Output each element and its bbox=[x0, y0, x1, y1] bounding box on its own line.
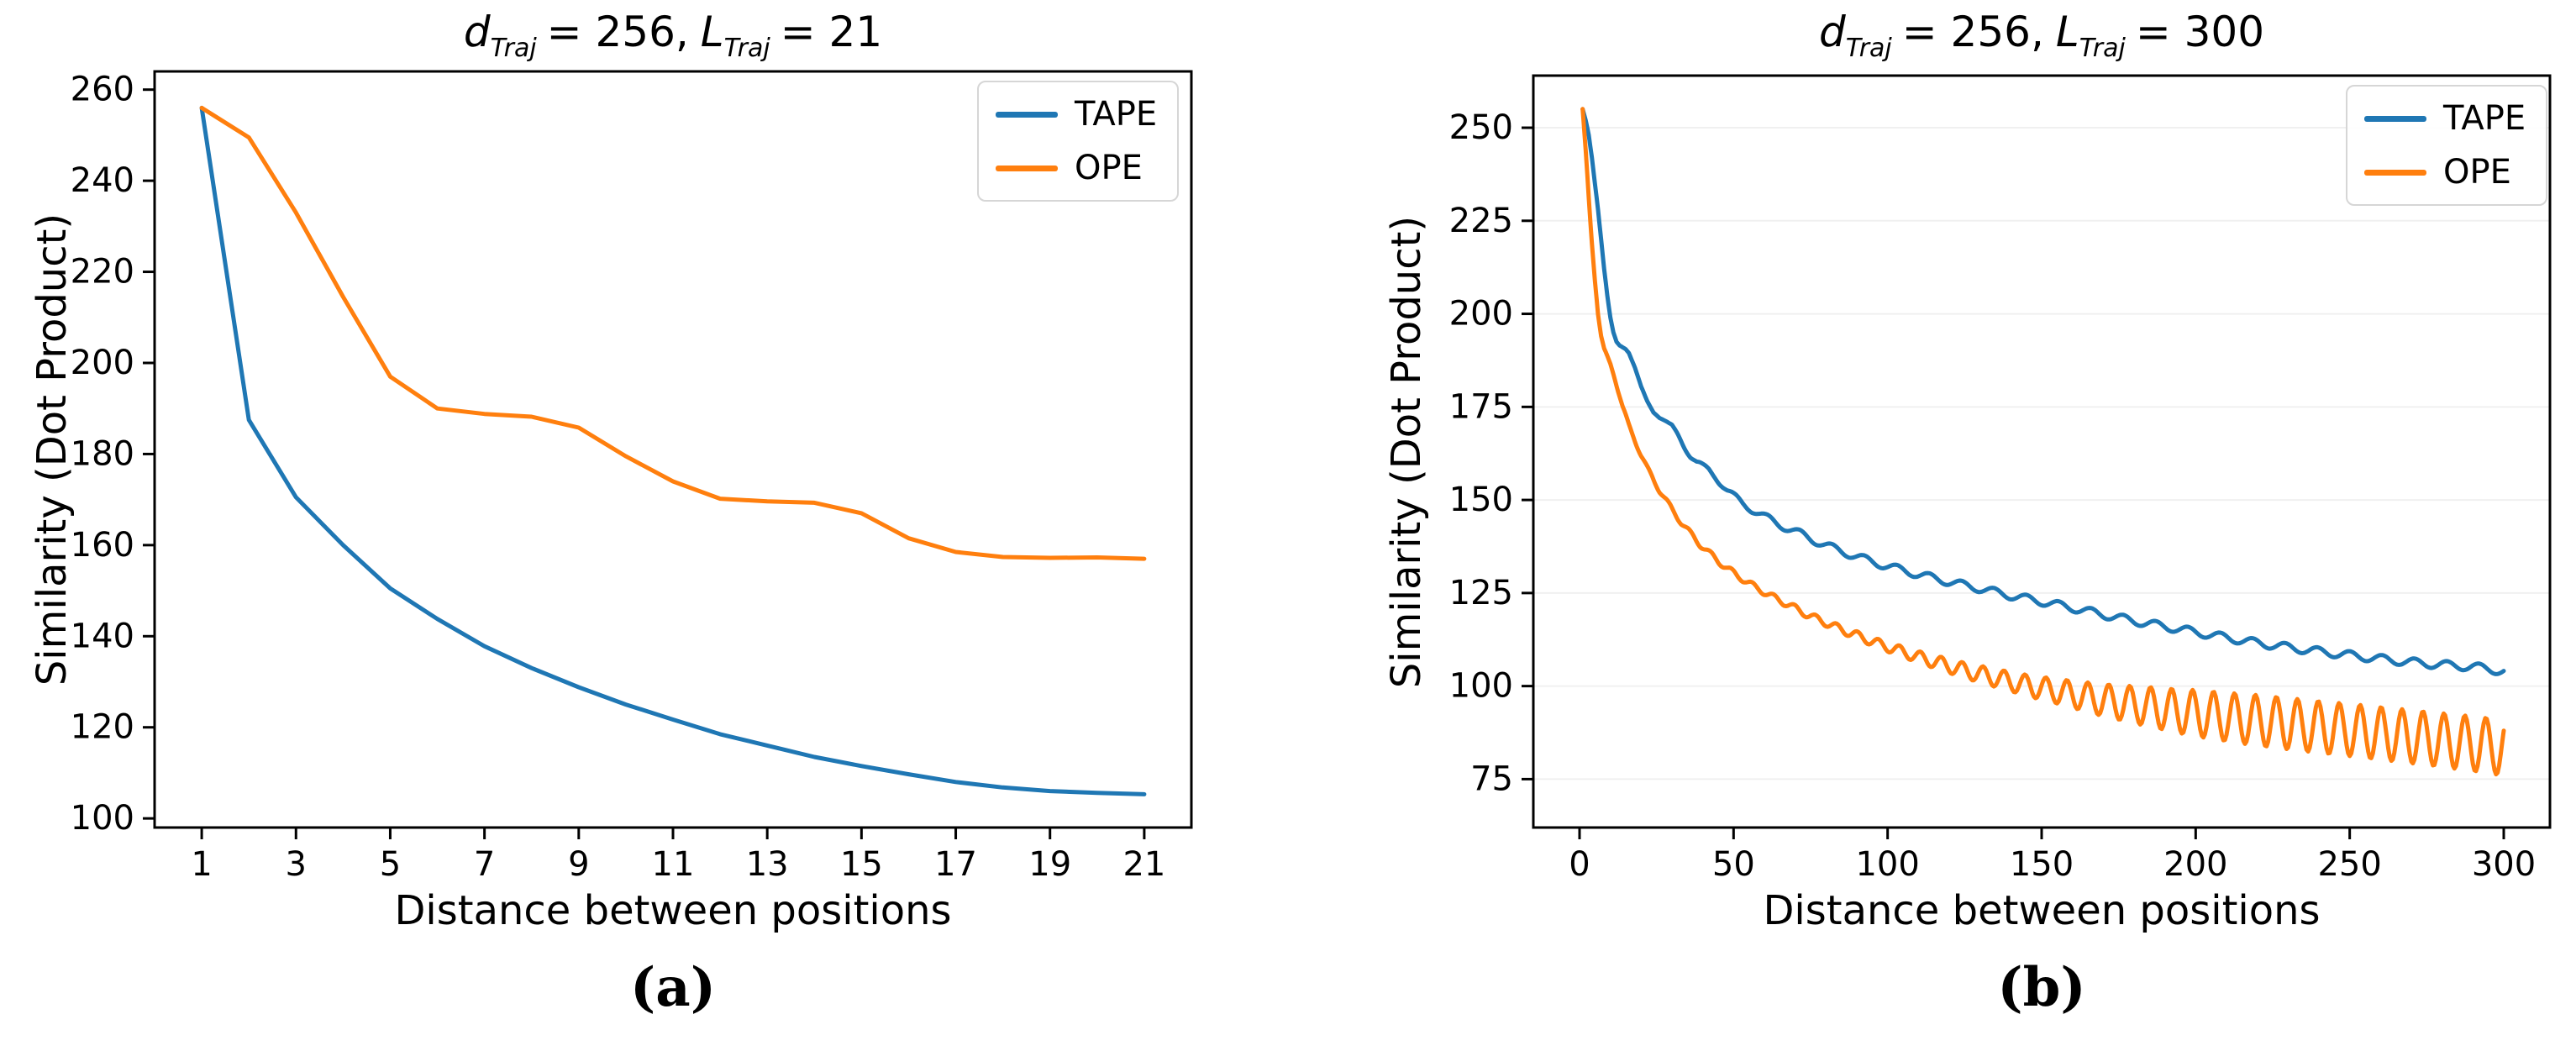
left-chart-xlabel: Distance between positions bbox=[394, 887, 952, 934]
subfigure-caption-b: (b) bbox=[1997, 956, 2086, 1019]
title-subscript-traj: Traj bbox=[490, 34, 537, 63]
title-subscript-traj: Traj bbox=[1845, 34, 1892, 63]
x-tick-label: 50 bbox=[1712, 845, 1755, 884]
ope-line-sample bbox=[996, 165, 1058, 171]
right-chart-plot-area: 0 50 100 150 200 250 300 75 100 125 150 175 200 225 25… bbox=[1449, 74, 2552, 884]
x-tick-label: 100 bbox=[1855, 845, 1919, 884]
title-variable-d: d bbox=[463, 8, 491, 56]
y-tick-label: 260 bbox=[71, 71, 134, 109]
y-tick-label: 160 bbox=[71, 526, 134, 565]
tape-line bbox=[1580, 107, 2506, 676]
legend-entry-ope: OPE bbox=[996, 150, 1157, 187]
ope-line bbox=[199, 105, 1147, 561]
title-subscript-traj: Traj bbox=[723, 34, 770, 63]
y-tick-label: 250 bbox=[1449, 108, 1513, 147]
title-variable-L: L bbox=[2055, 8, 2079, 56]
y-tick-label: 75 bbox=[1470, 759, 1513, 798]
x-tick-label: 17 bbox=[934, 845, 977, 884]
y-tick-label: 220 bbox=[71, 253, 134, 292]
x-tick-label: 250 bbox=[2317, 845, 2381, 884]
legend-entry-tape: TAPE bbox=[996, 96, 1157, 133]
ope-line bbox=[1580, 107, 2506, 777]
y-tick-label: 125 bbox=[1449, 574, 1513, 612]
ope-line-sample bbox=[2364, 169, 2426, 176]
y-tick-label: 120 bbox=[71, 708, 134, 747]
right-chart-title: dTraj = 256, LTraj = 300 bbox=[1533, 5, 2550, 63]
right-chart-legend: TAPE OPE bbox=[2346, 85, 2548, 206]
left-chart-plot-area: 1 3 5 7 9 11 13 15 17 19 2110012014016018020022024… bbox=[71, 70, 1193, 884]
left-chart-title: dTraj = 256, LTraj = 21 bbox=[155, 5, 1191, 63]
x-tick-label: 200 bbox=[2163, 845, 2227, 884]
title-value-length: = 21 bbox=[780, 8, 883, 56]
tape-line bbox=[199, 105, 1147, 796]
title-value-length: = 300 bbox=[2135, 8, 2265, 56]
legend-entry-tape: TAPE bbox=[2364, 100, 2526, 137]
left-chart-ylabel: Similarity (Dot Product) bbox=[29, 213, 76, 686]
x-tick-label: 3 bbox=[286, 845, 307, 884]
x-tick-label: 5 bbox=[380, 845, 401, 884]
y-tick-label: 200 bbox=[71, 344, 134, 382]
x-tick-label: 7 bbox=[474, 845, 495, 884]
left-chart-legend: TAPE OPE bbox=[977, 81, 1180, 202]
x-tick-label: 15 bbox=[840, 845, 883, 884]
x-tick-label: 19 bbox=[1028, 845, 1071, 884]
title-value-dim: = 256, bbox=[1901, 8, 2044, 56]
y-tick-label: 225 bbox=[1449, 202, 1513, 240]
tape-line-sample bbox=[2364, 115, 2426, 122]
legend-label-tape: TAPE bbox=[2443, 99, 2526, 138]
x-tick-label: 11 bbox=[652, 845, 695, 884]
x-tick-label: 300 bbox=[2472, 845, 2536, 884]
legend-label-ope: OPE bbox=[2443, 153, 2511, 192]
legend-label-ope: OPE bbox=[1075, 149, 1143, 187]
y-tick-label: 175 bbox=[1449, 387, 1513, 426]
y-tick-label: 240 bbox=[71, 161, 134, 200]
x-tick-label: 1 bbox=[191, 845, 212, 884]
legend-label-tape: TAPE bbox=[1075, 95, 1158, 134]
title-variable-L: L bbox=[700, 8, 724, 56]
x-tick-label: 150 bbox=[2010, 845, 2074, 884]
y-tick-label: 200 bbox=[1449, 295, 1513, 334]
y-tick-label: 150 bbox=[1449, 481, 1513, 519]
y-tick-label: 100 bbox=[1449, 667, 1513, 706]
right-chart-ylabel: Similarity (Dot Product) bbox=[1383, 215, 1430, 689]
x-tick-label: 0 bbox=[1569, 845, 1590, 884]
y-tick-label: 100 bbox=[71, 799, 134, 838]
x-tick-label: 21 bbox=[1122, 845, 1165, 884]
subfigure-caption-a: (a) bbox=[629, 956, 717, 1019]
x-tick-label: 9 bbox=[568, 845, 589, 884]
x-tick-label: 13 bbox=[746, 845, 789, 884]
title-variable-d: d bbox=[1818, 8, 1846, 56]
right-chart-xlabel: Distance between positions bbox=[1763, 887, 2321, 934]
legend-entry-ope: OPE bbox=[2364, 154, 2526, 191]
title-subscript-traj: Traj bbox=[2079, 34, 2126, 63]
title-value-dim: = 256, bbox=[546, 8, 689, 56]
y-tick-label: 140 bbox=[71, 617, 134, 655]
y-tick-label: 180 bbox=[71, 434, 134, 473]
tape-line-sample bbox=[996, 111, 1058, 118]
